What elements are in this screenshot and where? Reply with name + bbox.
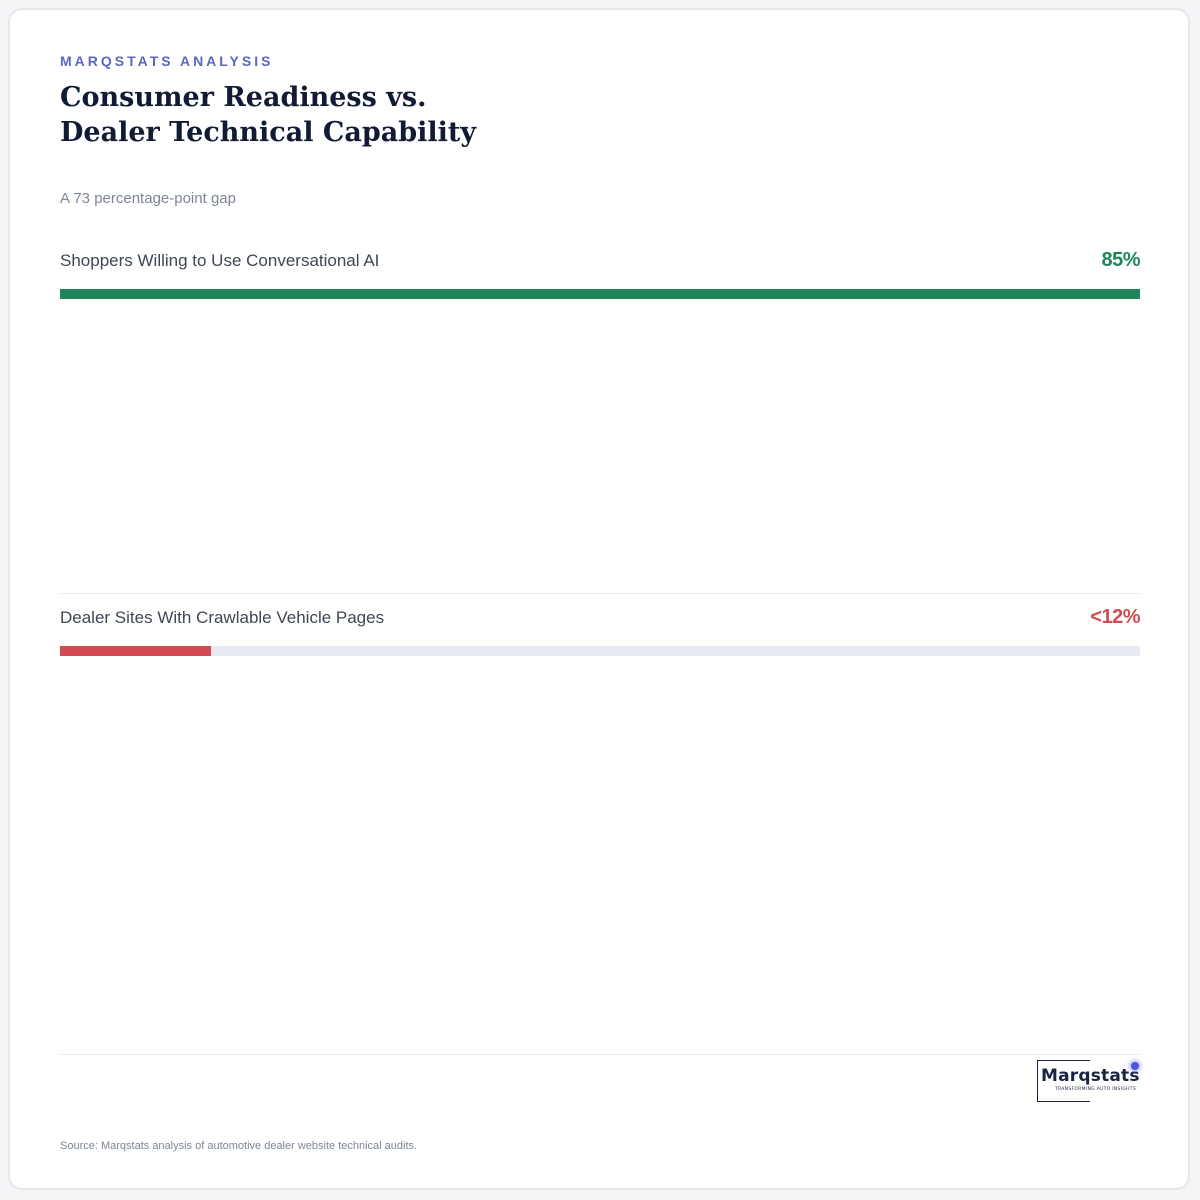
bar-track: [60, 289, 1140, 299]
logo-dot-icon: [1131, 1062, 1139, 1070]
bar-label: Shoppers Willing to Use Conversational A…: [60, 251, 380, 270]
bar-fill: [60, 646, 212, 656]
logo-frame: [1037, 1060, 1090, 1102]
chart-card: MARQSTATS ANALYSIS Consumer Readiness vs…: [8, 8, 1190, 1190]
footer-divider: [60, 1054, 1140, 1055]
logo-wordmark: Marqstats: [1041, 1066, 1140, 1086]
chart-title: Consumer Readiness vs. Dealer Technical …: [60, 80, 476, 150]
bar-track: [60, 646, 1140, 656]
bar-fill: [60, 289, 1140, 299]
chart-title-line-1: Consumer Readiness vs.: [60, 82, 427, 113]
marqstats-logo: Marqstats TRANSFORMING AUTO INSIGHTS: [1037, 1060, 1143, 1106]
chart-subtitle: A 73 percentage-point gap: [60, 190, 236, 207]
bar-value-label: <12%: [1090, 606, 1140, 628]
bar-value-label: 85%: [1101, 249, 1140, 271]
section-divider: [60, 593, 1140, 594]
bar-label: Dealer Sites With Crawlable Vehicle Page…: [60, 608, 385, 627]
logo-tagline: TRANSFORMING AUTO INSIGHTS: [1055, 1087, 1136, 1092]
source-note: Source: Marqstats analysis of automotive…: [60, 1140, 418, 1152]
chart-title-line-2: Dealer Technical Capability: [60, 117, 477, 148]
eyebrow-label: MARQSTATS ANALYSIS: [60, 53, 274, 69]
